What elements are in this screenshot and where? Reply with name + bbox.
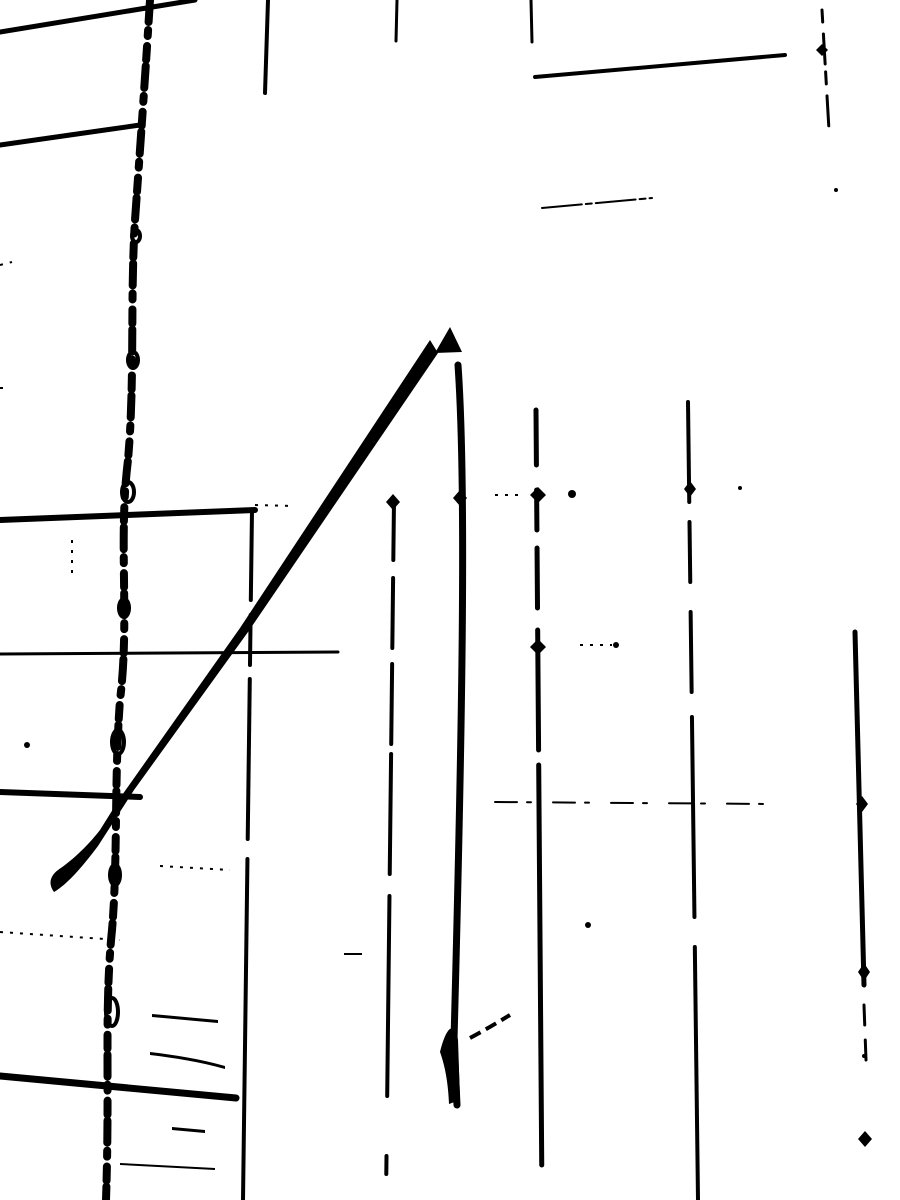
- ruled-line-upper-left: [0, 122, 143, 148]
- dotted-mark: [159, 865, 231, 871]
- diagonal-stroke: [50, 340, 439, 892]
- diamond-mark: [816, 44, 828, 56]
- diamond-mark: [858, 963, 870, 981]
- ink-fleck: [862, 1054, 866, 1058]
- ruled-line-lower-middle: [0, 650, 340, 656]
- margin-loop-6: [108, 863, 122, 887]
- ruled-line-upper-right: [533, 53, 787, 79]
- margin-loop-3: [120, 480, 136, 504]
- diamond-mark: [453, 490, 467, 506]
- ink-fleck: [585, 922, 591, 928]
- ink-fleck: [24, 742, 30, 748]
- ink-fleck: [568, 490, 576, 498]
- small-curve-stroke: [469, 1013, 512, 1040]
- ornamental-loops: [104, 228, 142, 1028]
- vertical-stroke-top-b: [394, 0, 399, 43]
- diamond-mark: [858, 1131, 872, 1147]
- margin-loop-5: [110, 728, 126, 756]
- ruled-line-top-left: [0, 0, 198, 35]
- margin-loop-2: [126, 350, 140, 370]
- ink-fleck: [613, 642, 619, 648]
- ink-fleck: [738, 486, 742, 490]
- vertical-stroke-column-5: [686, 400, 700, 1200]
- diamond-mark: [530, 639, 546, 655]
- ruled-line-mid-right: [541, 197, 653, 209]
- diamond-mark: [386, 494, 400, 510]
- vertical-stroke-top-a: [263, 0, 270, 95]
- vertical-stroke-column-6-lower: [862, 1003, 868, 1062]
- ink-fleck: [120, 1163, 215, 1170]
- diamond-marks: [386, 44, 872, 1147]
- dotted-mark: [0, 261, 13, 266]
- ink-flecks: [24, 188, 866, 1170]
- margin-loop-1: [130, 228, 142, 244]
- vertical-strokes: [241, 0, 868, 1200]
- bottom-hook-stroke: [440, 1028, 460, 1104]
- ornamental-margin-line: [102, 0, 154, 1200]
- diamond-mark: [684, 481, 696, 497]
- diamond-mark: [530, 487, 546, 503]
- ruled-line-right-dashed: [494, 801, 771, 805]
- ruled-line-bottom-left: [0, 1072, 240, 1102]
- vertical-stroke-column-3: [450, 361, 467, 1109]
- dotted-marks: [0, 261, 612, 941]
- ink-fleck: [150, 1052, 225, 1069]
- vertical-stroke-column-2: [384, 498, 396, 1200]
- vertical-stroke-top-right: [820, 8, 831, 132]
- ink-fleck: [172, 1127, 205, 1133]
- margin-loop-4: [117, 597, 131, 619]
- dotted-mark: [0, 931, 121, 941]
- ink-fleck: [834, 188, 838, 192]
- vertical-stroke-column-4: [533, 407, 545, 1200]
- dotted-mark: [254, 504, 296, 507]
- diamond-mark: [856, 796, 868, 812]
- margin-loop-7: [104, 996, 120, 1028]
- vertical-stroke-top-c: [529, 0, 534, 44]
- triangular-tip: [435, 327, 462, 353]
- ink-fleck: [152, 1014, 218, 1023]
- ink-fleck: [344, 953, 362, 955]
